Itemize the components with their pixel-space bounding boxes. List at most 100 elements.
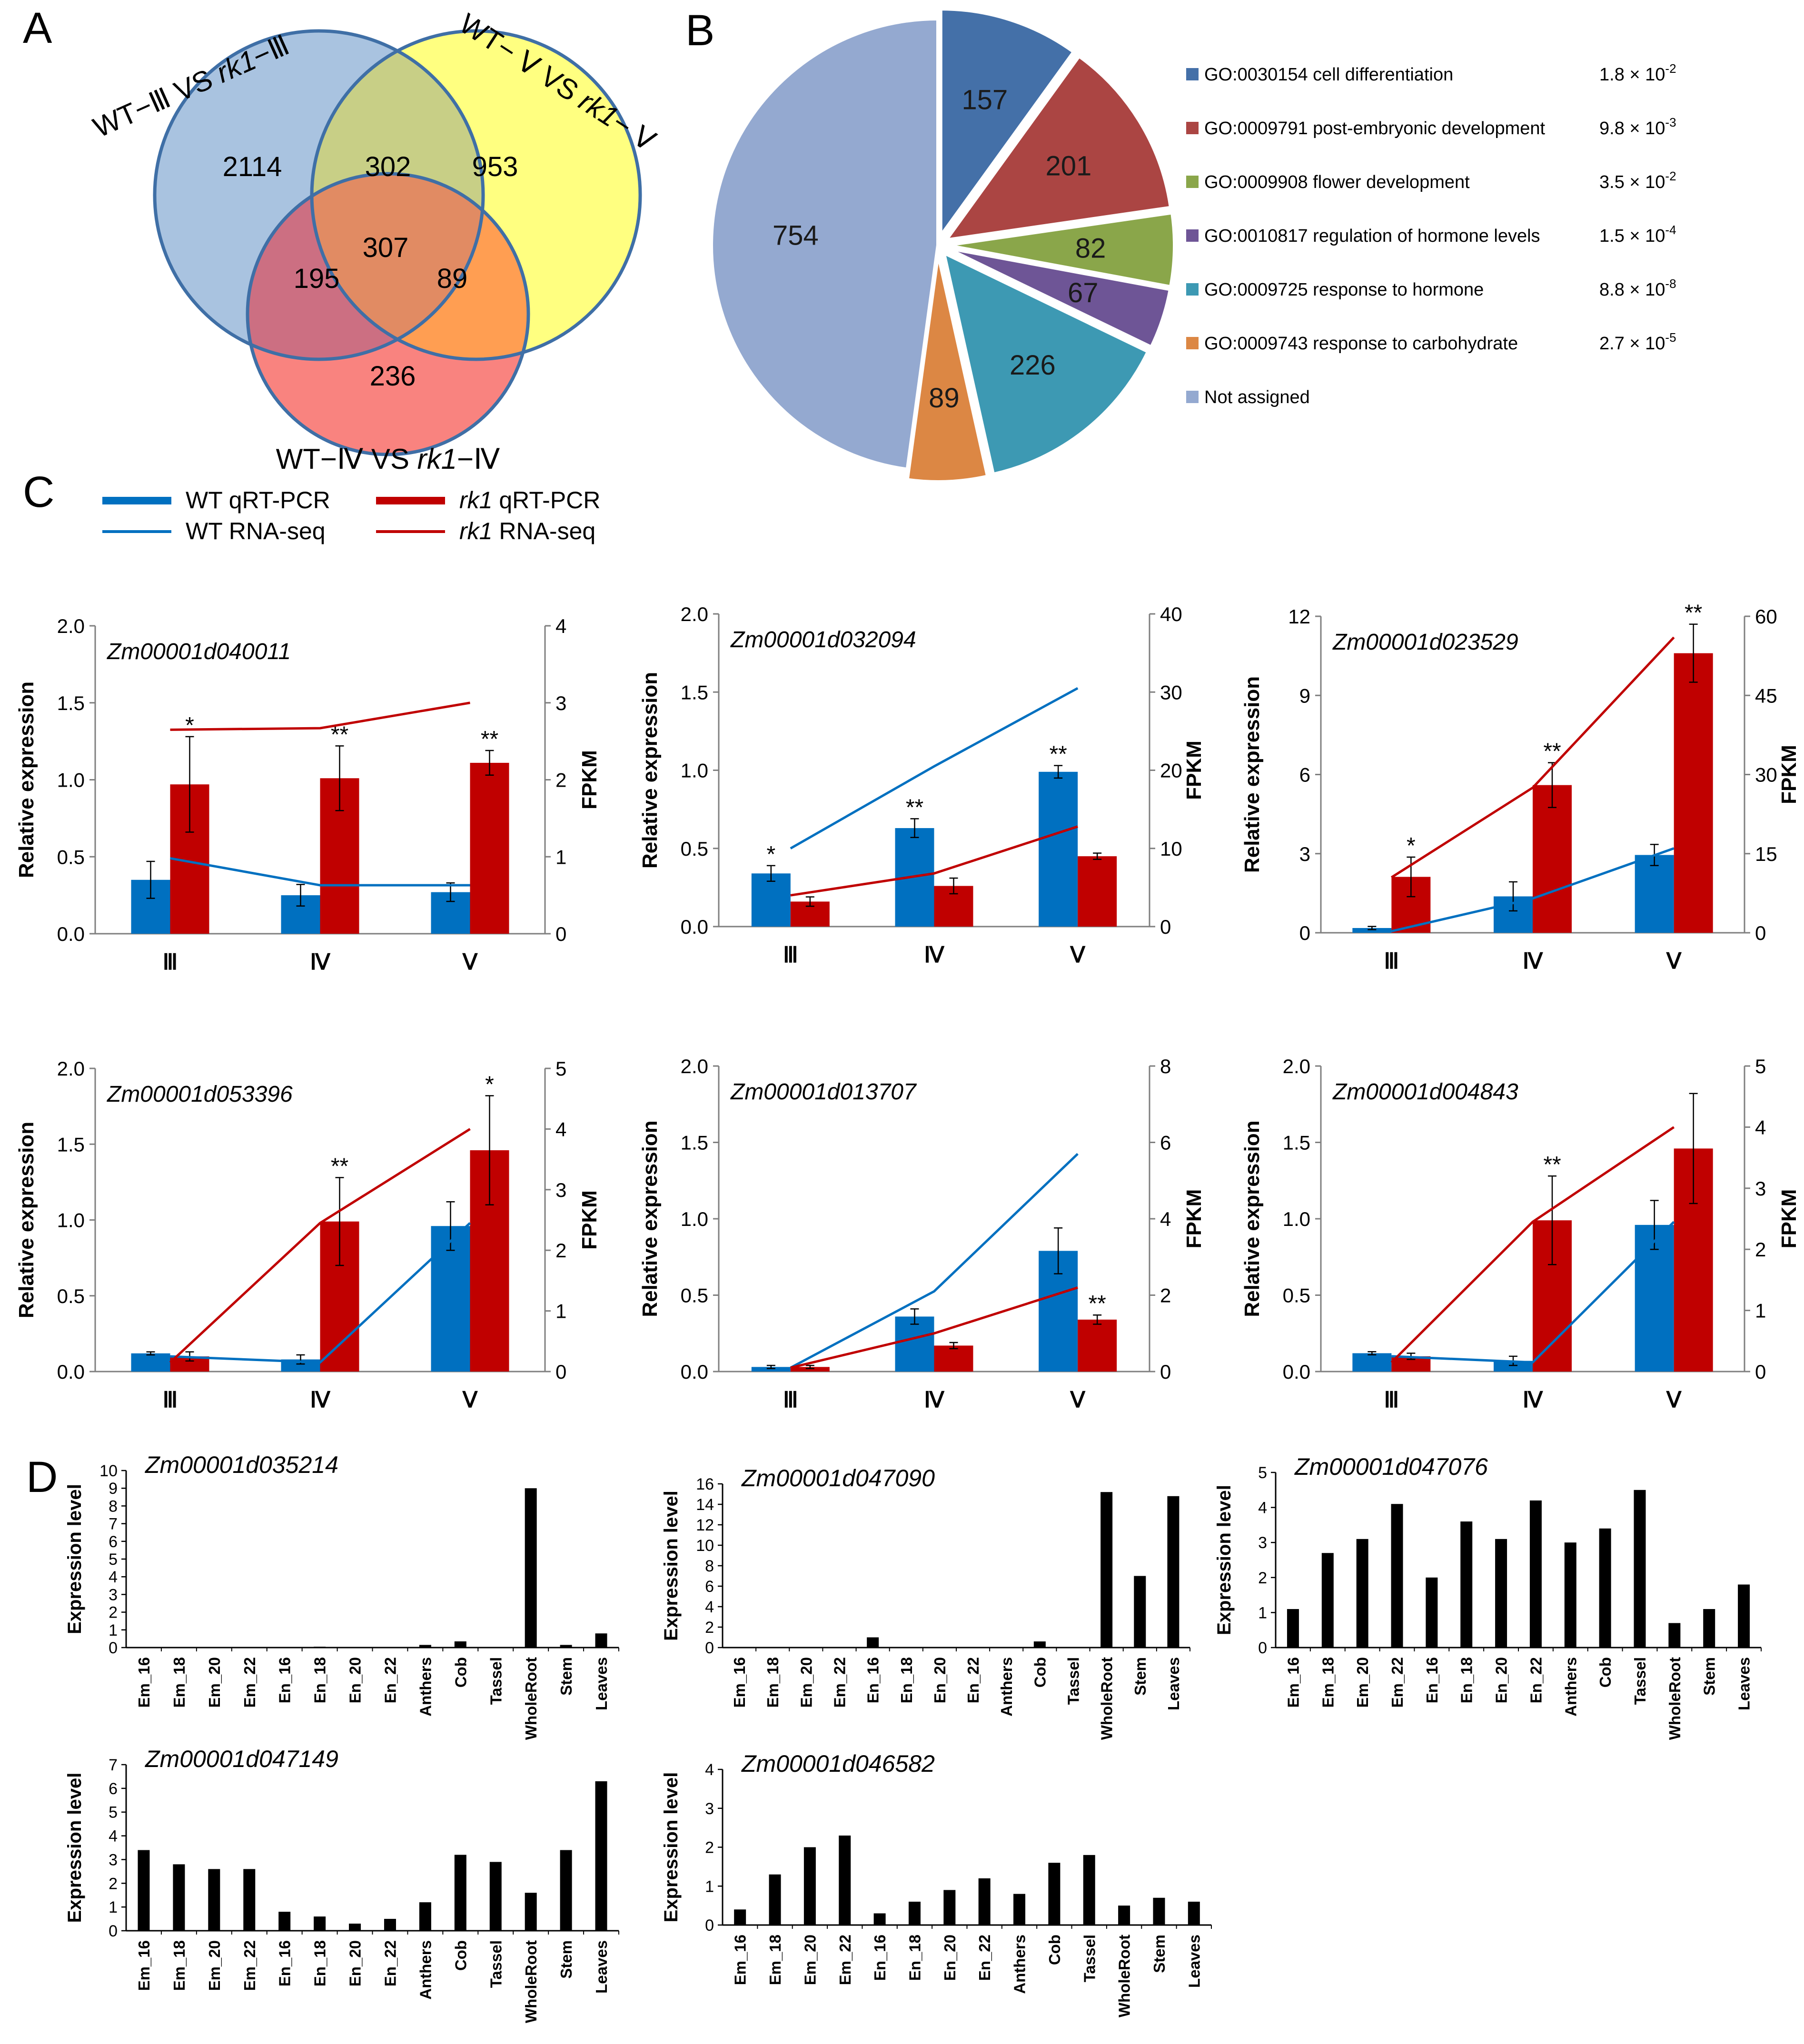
tissue-bar xyxy=(1013,1894,1026,1925)
y-tick-label: 1.0 xyxy=(681,760,708,782)
y2-tick-label: 3 xyxy=(1755,1177,1766,1200)
significance-mark: ** xyxy=(1088,1291,1106,1316)
y-tick-label: 5 xyxy=(1258,1464,1267,1482)
y-tick-label: 6 xyxy=(1299,764,1310,786)
y-tick-label: 9 xyxy=(1299,684,1310,707)
tissue-bar xyxy=(1153,1897,1165,1925)
pvalue-base: 2.7 × 10 xyxy=(1599,334,1665,354)
pie-slice-label: 82 xyxy=(1075,233,1106,264)
y-tick-label: 2 xyxy=(1258,1569,1267,1587)
y2-tick-label: 15 xyxy=(1755,843,1777,865)
line-wt-rnaseq xyxy=(1391,1221,1675,1364)
y-tick-label: 16 xyxy=(696,1475,714,1493)
pie-legend-swatch xyxy=(1186,68,1199,80)
tissue-bar xyxy=(1495,1539,1507,1648)
legend-label-part: rk1 xyxy=(459,518,492,544)
pvalue-base: 8.8 × 10 xyxy=(1599,280,1665,300)
bar-wt xyxy=(1352,1353,1392,1372)
x-tick-label: En_18 xyxy=(1458,1657,1476,1703)
tissue-bar xyxy=(867,1637,879,1648)
y2-tick-label: 2 xyxy=(1755,1238,1766,1261)
y2-tick-label: 4 xyxy=(1160,1208,1171,1230)
legend-label: WT qRT-PCR xyxy=(186,487,330,513)
tissue-bar xyxy=(419,1902,431,1931)
x-tick-label: Em_18 xyxy=(764,1657,782,1708)
pie-slice xyxy=(906,255,989,483)
bar-rk1 xyxy=(790,1367,830,1372)
y-tick-label: 12 xyxy=(696,1516,714,1534)
line-wt-rnaseq xyxy=(790,1153,1079,1369)
bar-wt xyxy=(1494,1361,1533,1372)
significance-mark: ** xyxy=(1685,601,1702,626)
y-tick-label: 2.0 xyxy=(681,603,708,625)
tissue-bar xyxy=(243,1869,256,1931)
y2-tick-label: 0 xyxy=(1160,916,1171,938)
x-tick-label: Stem xyxy=(1131,1657,1149,1696)
dual-axis-chart: 0.0 0.5 1.0 1.5 2.0 0 2 4 6 8 Relative expression F… xyxy=(638,1055,1206,1412)
y2-tick-label: 4 xyxy=(1755,1116,1766,1138)
x-tick-label: Ⅳ xyxy=(310,949,331,974)
x-tick-label: Em_22 xyxy=(1388,1657,1406,1708)
pie-legend-label: GO:0009743 response to carbohydrate xyxy=(1204,334,1518,354)
x-tick-label: Stem xyxy=(557,1940,575,1979)
pie-legend-pvalue: 9.8 × 10-3 xyxy=(1599,115,1676,138)
y-tick-label: 0.0 xyxy=(681,1361,708,1383)
tissue-bar xyxy=(769,1874,781,1925)
tissue-bar xyxy=(873,1913,886,1925)
x-tick-label: Em_22 xyxy=(241,1940,258,1991)
legend-label-part: WT qRT-PCR xyxy=(186,487,330,513)
y2-tick-label: 3 xyxy=(555,1179,566,1201)
y-tick-label: 0.0 xyxy=(681,916,708,938)
y-tick-label: 2.0 xyxy=(681,1055,708,1077)
line-rk1-rnaseq xyxy=(170,701,470,731)
tissue-bar xyxy=(208,1869,220,1931)
legend-swatch-bar xyxy=(376,497,445,504)
significance-mark: * xyxy=(766,842,775,867)
x-tick-label: En_20 xyxy=(941,1935,959,1981)
x-tick-label: Anthers xyxy=(1011,1935,1029,1994)
tissue-bar xyxy=(1118,1906,1130,1925)
pvalue-base: 1.8 × 10 xyxy=(1599,65,1665,85)
x-tick-label: En_18 xyxy=(311,1657,329,1703)
pie-legend-swatch xyxy=(1186,337,1199,349)
bar-rk1 xyxy=(1533,785,1572,933)
x-tick-label: Ⅳ xyxy=(310,1387,331,1412)
pie-legend-swatch xyxy=(1186,229,1199,242)
tissue-bar xyxy=(314,1916,326,1931)
dual-axis-chart: 0.0 0.5 1.0 1.5 2.0 0 1 2 3 4 5 Relative expression… xyxy=(15,1057,601,1412)
x-tick-label: En_18 xyxy=(311,1940,329,1986)
x-tick-label: Ⅲ xyxy=(163,949,178,974)
pie-legend-swatch xyxy=(1186,122,1199,134)
tissue-bar xyxy=(1460,1521,1473,1648)
y2-tick-label: 60 xyxy=(1755,605,1777,628)
y-tick-label: 0.0 xyxy=(57,923,85,945)
y2-tick-label: 2 xyxy=(1160,1284,1171,1307)
pie-legend-swatch xyxy=(1186,391,1199,403)
x-tick-label: En_16 xyxy=(276,1940,294,1986)
x-tick-label: Cob xyxy=(1046,1935,1063,1965)
y-tick-label: 4 xyxy=(109,1568,118,1586)
venn-label-iv: WT−Ⅳ VS rk1−Ⅳ xyxy=(276,443,500,475)
y-tick-label: 2 xyxy=(109,1604,118,1622)
y-tick-label: 0.5 xyxy=(681,838,708,860)
tissue-bar xyxy=(138,1850,150,1931)
line-rk1-rnaseq xyxy=(169,1128,471,1363)
pie-legend-pvalue: 8.8 × 10-8 xyxy=(1599,276,1676,300)
venn-outline-iii xyxy=(153,29,485,361)
x-tick-label: En_16 xyxy=(864,1657,882,1703)
pie-slice xyxy=(947,247,1172,349)
y-tick-label: 1 xyxy=(109,1898,118,1916)
x-tick-label: Ⅴ xyxy=(462,949,478,974)
tissue-bar xyxy=(314,1647,326,1648)
x-tick-label: Cob xyxy=(452,1940,469,1971)
x-tick-label: Em_22 xyxy=(831,1657,849,1708)
panel-letter-c: C xyxy=(23,468,54,516)
pie-slice xyxy=(939,8,1076,240)
x-tick-label: Anthers xyxy=(1562,1657,1579,1717)
pvalue-base: 1.5 × 10 xyxy=(1599,226,1665,246)
x-tick-label: Ⅴ xyxy=(1666,1387,1682,1412)
x-tick-label: En_20 xyxy=(347,1657,364,1703)
tissue-bar xyxy=(525,1893,537,1931)
legend-label: rk1 qRT-PCR xyxy=(459,487,600,513)
tissue-bar xyxy=(173,1864,185,1931)
